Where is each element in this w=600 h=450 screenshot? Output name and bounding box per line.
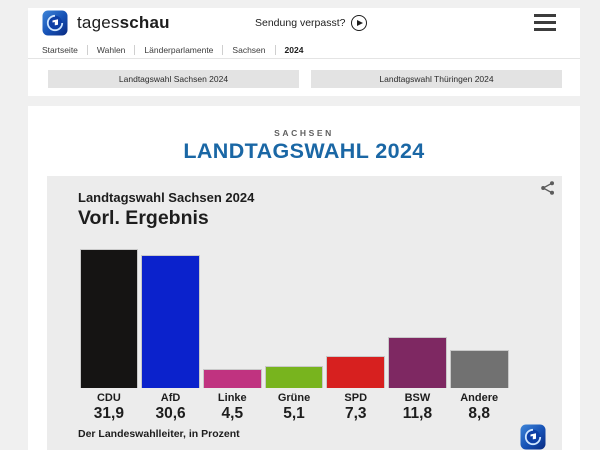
section-kicker: SACHSEN bbox=[274, 128, 334, 138]
brand-wordmark: tagesschau bbox=[77, 13, 170, 32]
bar-cdu bbox=[79, 249, 139, 388]
party-label-linke: Linke bbox=[217, 392, 247, 404]
breadcrumb-wahlen[interactable]: Wahlen bbox=[88, 45, 136, 55]
tagesschau-logo[interactable]: tagesschau bbox=[42, 10, 170, 36]
chart-source: Der Landeswahlleiter, in Prozent bbox=[78, 428, 240, 440]
breadcrumb-2024[interactable]: 2024 bbox=[284, 45, 304, 55]
breadcrumb-laenderparlamente[interactable]: Länderparlamente bbox=[135, 45, 224, 55]
logo-row: tagesschau Sendung verpasst? bbox=[28, 8, 580, 40]
party-label-spd: SPD bbox=[344, 392, 368, 404]
bar-chart-plot: CDU 31,9 AfD 30,6 Linke 4,5 Grüne 5,1 SPD 7,3 BSW 1… bbox=[78, 249, 510, 423]
bar-area bbox=[140, 249, 202, 388]
bar-area bbox=[201, 249, 263, 388]
sendung-verpasst-link[interactable]: Sendung verpasst? bbox=[255, 15, 368, 31]
party-value-cdu: 31,9 bbox=[93, 405, 124, 422]
chart-column-spd: SPD 7,3 bbox=[325, 249, 387, 423]
sendung-verpasst-label: Sendung verpasst? bbox=[255, 17, 346, 29]
button-landtagswahl-thueringen[interactable]: Landtagswahl Thüringen 2024 bbox=[311, 70, 562, 88]
chart-subtitle: Vorl. Ergebnis bbox=[78, 207, 209, 229]
header: tagesschau Sendung verpasst? Startseite … bbox=[28, 8, 580, 96]
menu-icon[interactable] bbox=[534, 14, 556, 31]
button-landtagswahl-sachsen[interactable]: Landtagswahl Sachsen 2024 bbox=[48, 70, 299, 88]
chart-column-linke: Linke 4,5 bbox=[201, 249, 263, 423]
page-title: LANDTAGSWAHL 2024 bbox=[183, 139, 425, 163]
bar-spd bbox=[326, 356, 386, 388]
bar-area bbox=[448, 249, 510, 388]
party-label-andere: Andere bbox=[460, 392, 499, 404]
party-label-bsw: BSW bbox=[404, 392, 431, 404]
chart-column-afd: AfD 30,6 bbox=[140, 249, 202, 423]
election-chart: Landtagswahl Sachsen 2024 Vorl. Ergebnis… bbox=[47, 176, 562, 450]
bar-linke bbox=[202, 368, 262, 388]
header-divider bbox=[28, 58, 580, 59]
breadcrumb-sachsen[interactable]: Sachsen bbox=[223, 45, 276, 55]
bar-grüne bbox=[264, 365, 324, 388]
main-content: SACHSEN LANDTAGSWAHL 2024 Landtagswahl S… bbox=[28, 106, 580, 450]
bar-area bbox=[78, 249, 140, 388]
chart-column-bsw: BSW 11,8 bbox=[387, 249, 449, 423]
breadcrumb: Startseite Wahlen Länderparlamente Sachs… bbox=[42, 42, 312, 58]
party-label-grüne: Grüne bbox=[277, 392, 311, 404]
party-label-cdu: CDU bbox=[96, 392, 121, 404]
share-icon[interactable] bbox=[540, 180, 556, 196]
bar-area bbox=[387, 249, 449, 388]
bar-afd bbox=[141, 255, 200, 388]
party-value-andere: 8,8 bbox=[468, 405, 490, 422]
chart-column-grüne: Grüne 5,1 bbox=[263, 249, 325, 423]
party-value-bsw: 11,8 bbox=[402, 405, 433, 422]
party-label-afd: AfD bbox=[160, 392, 181, 404]
party-value-linke: 4,5 bbox=[221, 405, 244, 422]
tagesschau-globe-icon bbox=[42, 10, 68, 36]
bar-andere bbox=[449, 349, 509, 388]
chart-column-cdu: CDU 31,9 bbox=[78, 249, 140, 423]
party-value-afd: 30,6 bbox=[155, 405, 186, 422]
bar-area bbox=[263, 249, 325, 388]
party-value-spd: 7,3 bbox=[344, 405, 367, 422]
breadcrumb-startseite[interactable]: Startseite bbox=[42, 45, 88, 55]
chart-title: Landtagswahl Sachsen 2024 bbox=[78, 190, 255, 205]
party-value-grüne: 5,1 bbox=[283, 405, 305, 422]
tagesschau-watermark-icon bbox=[520, 424, 546, 450]
bar-bsw bbox=[388, 336, 447, 388]
bar-area bbox=[325, 249, 387, 388]
chart-column-andere: Andere 8,8 bbox=[448, 249, 510, 423]
play-icon[interactable] bbox=[351, 15, 368, 31]
